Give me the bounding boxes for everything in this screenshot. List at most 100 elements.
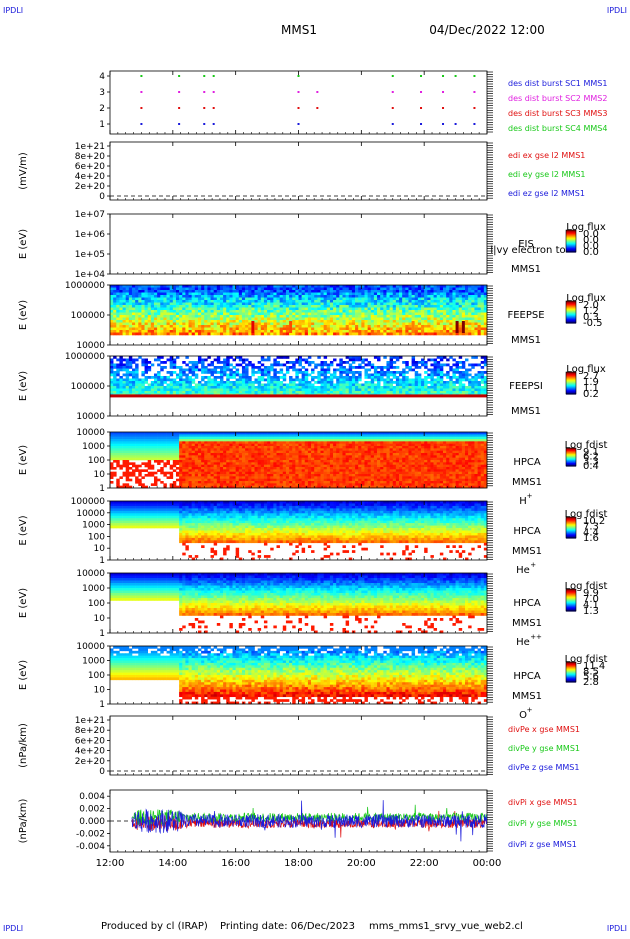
panel-hpca_h-cell xyxy=(123,483,126,486)
panel-feeps_i-cell xyxy=(251,364,254,367)
panel-feeps_e-cell xyxy=(346,318,349,321)
panel-feeps_i-cell xyxy=(204,376,207,379)
panel-hpca_h-cell xyxy=(189,453,192,456)
panel-feeps_e-cell xyxy=(465,333,468,336)
panel-feeps_e-cell xyxy=(405,295,408,298)
panel-feeps_i-cell xyxy=(129,364,132,367)
panel-feeps_e-cell xyxy=(236,308,239,311)
panel-feeps_i-cell xyxy=(255,389,258,392)
panel-hpca_h-cell xyxy=(138,439,141,442)
panel-hpca_h-cell xyxy=(119,476,122,479)
panel-feeps_e-cell xyxy=(364,310,367,313)
panel-feeps_e-cell xyxy=(280,298,283,301)
panel-hpca_h-cell xyxy=(157,455,160,458)
panel-feeps_i-cell xyxy=(264,359,267,362)
panel-hpca_h-cell xyxy=(185,476,188,479)
panel-feeps_e-cell xyxy=(245,310,248,313)
panel-feeps_e-cell xyxy=(358,325,361,328)
panel-feeps_e-cell xyxy=(346,293,349,296)
panel-feeps_i-cell xyxy=(427,391,430,394)
panel-feeps_e-cell xyxy=(189,293,192,296)
panel-feeps_e-cell xyxy=(258,300,261,303)
panel-feeps_i-cell xyxy=(386,374,389,377)
panel-feeps_e-cell xyxy=(176,290,179,293)
panel-feeps_e-cell xyxy=(226,315,229,318)
panel-hpca_h-cell xyxy=(182,458,185,461)
panel-feeps_i-cell xyxy=(443,364,446,367)
panel-hpca_h-cell xyxy=(116,462,119,465)
panel-feeps_i-cell xyxy=(179,386,182,389)
panel-feeps_e-cell xyxy=(229,320,232,323)
panel-feeps_i-cell xyxy=(289,381,292,384)
panel-hpca_h-cell xyxy=(126,455,129,458)
panel-feeps_i-cell xyxy=(424,371,427,374)
panel-feeps_e-cell xyxy=(437,323,440,326)
panel-feeps_i-cell xyxy=(248,379,251,382)
panel-feeps_i-cell xyxy=(157,364,160,367)
panel-feeps_e-cell xyxy=(434,285,437,288)
panel-feeps_i-cell xyxy=(424,379,427,382)
panel-hpca_h-cell xyxy=(151,446,154,449)
panel-feeps_e-cell xyxy=(233,300,236,303)
panel-hpca_h-cell xyxy=(145,448,148,451)
panel-feeps_e-cell xyxy=(427,325,430,328)
panel-feeps_e-cell xyxy=(292,305,295,308)
panel-feeps_e-cell xyxy=(226,300,229,303)
panel-feeps_i-cell xyxy=(434,359,437,362)
panel-feeps_e-cell xyxy=(339,285,342,288)
panel-feeps_e-cell xyxy=(141,325,144,328)
panel-feeps_i-cell xyxy=(113,364,116,367)
panel-feeps_e-cell xyxy=(333,313,336,316)
panel-hpca_h-cell xyxy=(179,446,182,449)
panel-feeps_e-cell xyxy=(170,323,173,326)
panel-feeps_e-cell xyxy=(452,308,455,311)
panel-feeps_e-cell xyxy=(201,288,204,291)
panel-feeps_e-cell xyxy=(242,315,245,318)
panel-feeps_e-cell xyxy=(427,318,430,321)
panel-feeps_i-cell xyxy=(449,379,452,382)
panel-feeps_i-cell xyxy=(468,389,471,392)
panel-feeps_e-cell xyxy=(390,330,393,333)
panel-edi-ytick-label: 6e+20 xyxy=(75,162,106,172)
panel-feeps_i-cell xyxy=(220,381,223,384)
panel-feeps_e-cell xyxy=(295,330,298,333)
panel-feeps_e-cell xyxy=(141,333,144,336)
panel-feeps_i-cell xyxy=(374,356,377,359)
panel-feeps_e-cell xyxy=(308,295,311,298)
panel-feeps_e-cell xyxy=(471,315,474,318)
panel-feeps_e-cell xyxy=(242,290,245,293)
panel-feeps_e-cell xyxy=(135,303,138,306)
panel-feeps_e-cell xyxy=(167,333,170,336)
panel-hpca_h-cell xyxy=(173,458,176,461)
panel-feeps_i-cell xyxy=(157,374,160,377)
panel-feeps_e-cell xyxy=(258,285,261,288)
panel-feeps_e-cell xyxy=(154,315,157,318)
panel-hpca_h-cell xyxy=(148,441,151,444)
panel-feeps_e-cell xyxy=(368,303,371,306)
panel-burst-burst-mark xyxy=(316,91,318,93)
panel-feeps_e-cell xyxy=(267,293,270,296)
panel-feeps_e-cell xyxy=(421,333,424,336)
panel-feeps_e-cell xyxy=(462,298,465,301)
panel-feeps_e-cell xyxy=(299,305,302,308)
panel-feeps_e-cell xyxy=(110,333,113,336)
panel-hpca_h-cell xyxy=(141,444,144,447)
panel-feeps_e-cell xyxy=(239,290,242,293)
panel-feeps_i-cell xyxy=(324,381,327,384)
panel-hpca_h-cell xyxy=(129,451,132,454)
panel-feeps_e-cell xyxy=(138,330,141,333)
panel-hpca_h-cell xyxy=(198,444,201,447)
panel-feeps_i-cell xyxy=(412,381,415,384)
panel-feeps_e-cell xyxy=(110,330,113,333)
panel-feeps_i-cell xyxy=(148,369,151,372)
panel-feeps_e-cell xyxy=(424,303,427,306)
panel-feeps_e-cell xyxy=(311,325,314,328)
panel-feeps_i-cell xyxy=(283,364,286,367)
panel-feeps_e-cell xyxy=(141,323,144,326)
panel-feeps_i-cell xyxy=(408,389,411,392)
panel-feeps_i-cell xyxy=(145,389,148,392)
panel-hpca_h-cell xyxy=(195,434,198,437)
panel-feeps_e-cell xyxy=(116,300,119,303)
panel-hpca_h-cell xyxy=(132,472,135,475)
panel-burst-burst-mark xyxy=(178,123,180,125)
